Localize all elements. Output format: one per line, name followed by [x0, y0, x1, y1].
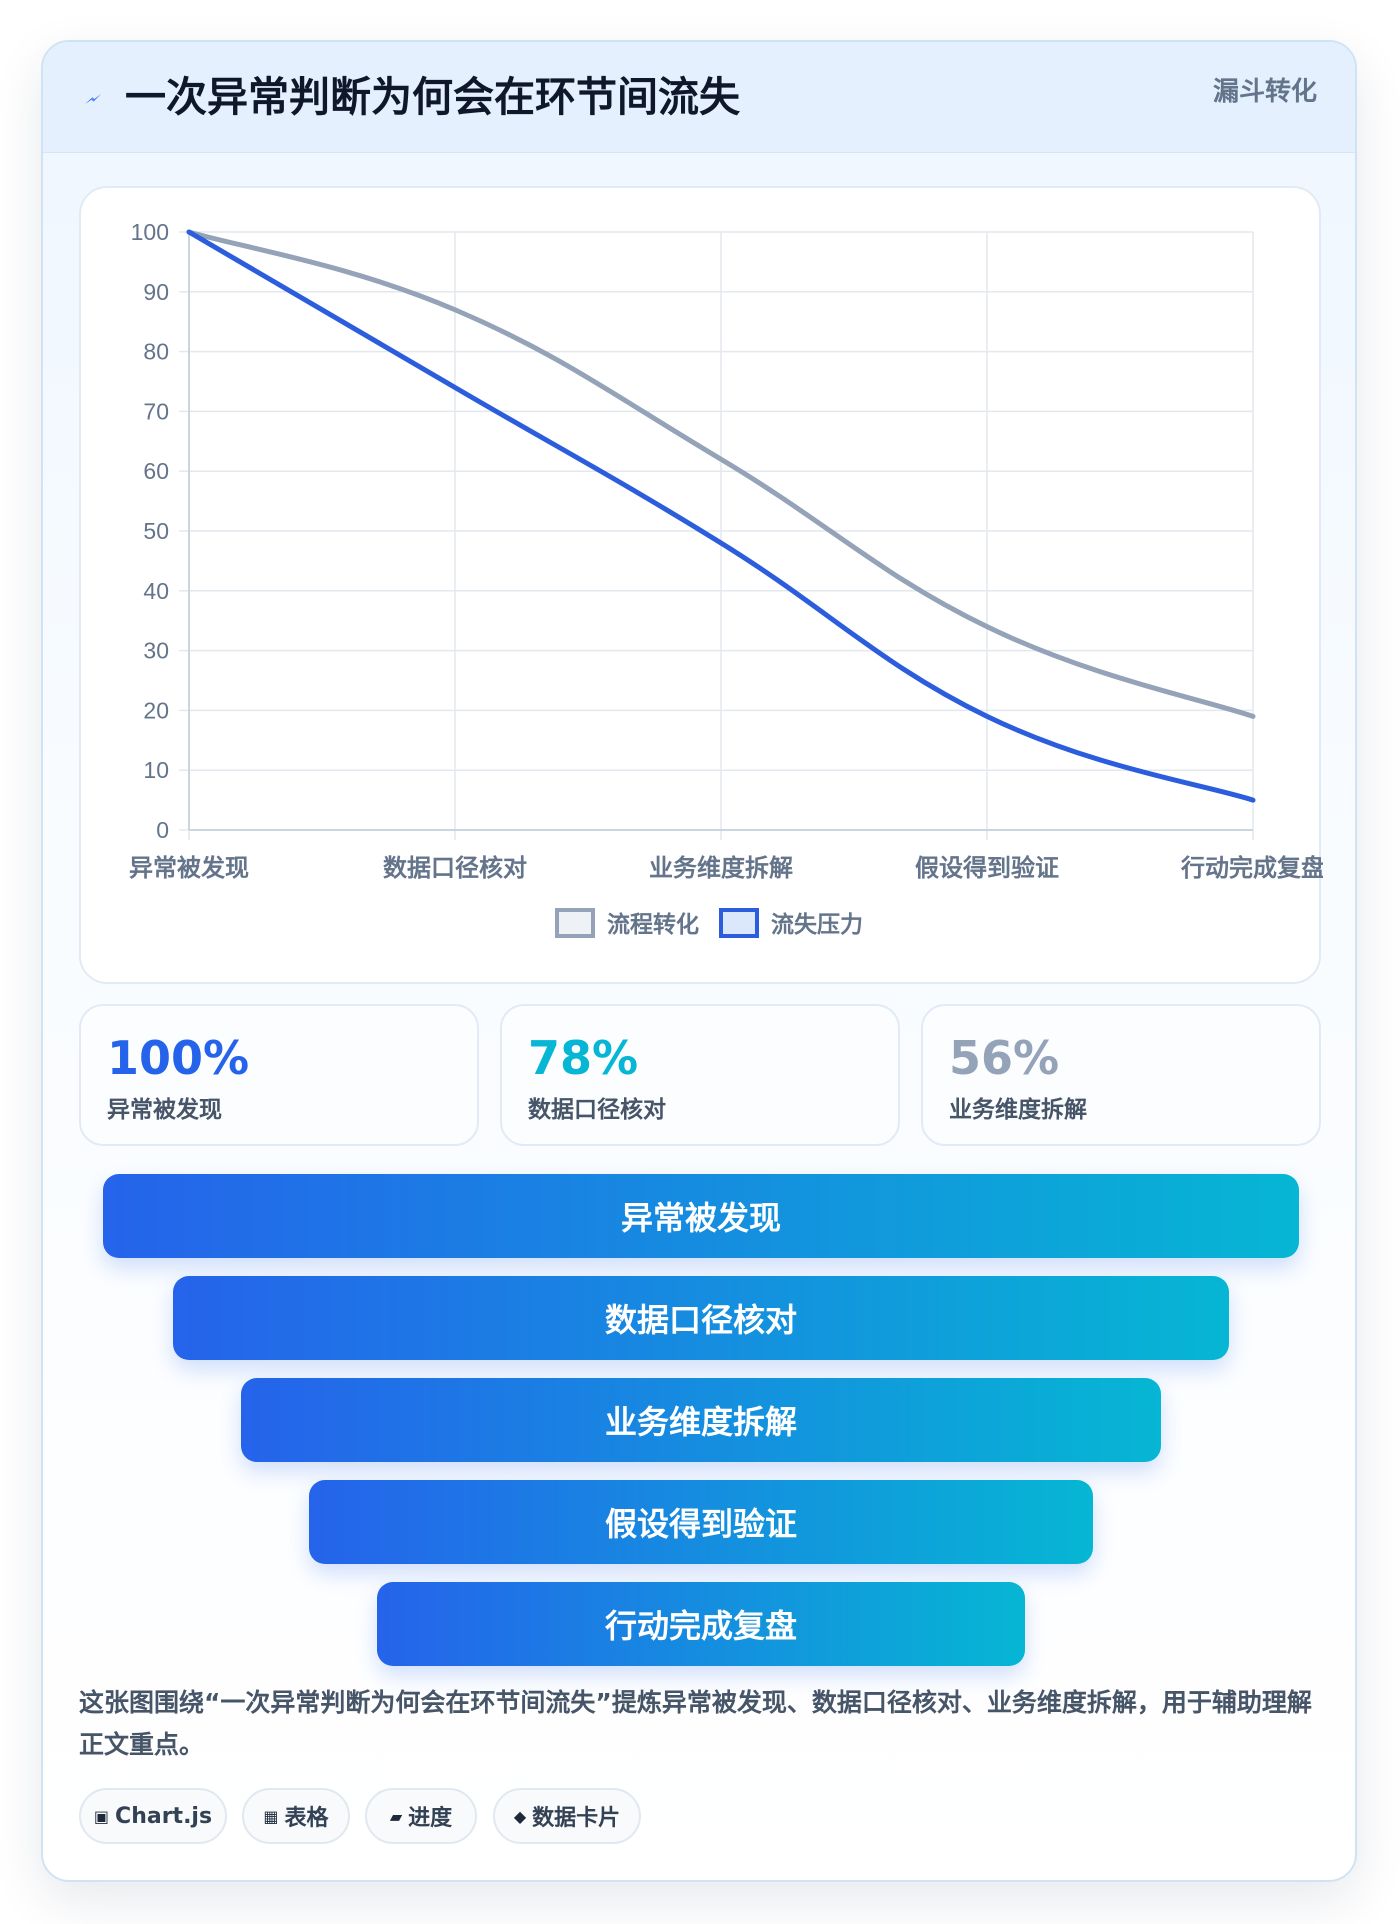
series-line-1 — [186, 229, 1256, 719]
y-tick-label: 80 — [143, 339, 169, 365]
funnel-stage: 业务维度拆解 — [241, 1378, 1161, 1462]
legend-label: 流程转化 — [607, 911, 699, 938]
chart-icon: ▣ — [93, 1806, 110, 1826]
stat-value: 56% — [949, 1031, 1060, 1085]
chip-label: 数据卡片 — [532, 1806, 621, 1831]
y-tick-label: 20 — [143, 697, 169, 723]
stat-value: 100% — [107, 1031, 250, 1085]
y-tick-label: 100 — [131, 219, 169, 245]
x-tick-label: 业务维度拆解 — [649, 854, 793, 882]
page-title: 一次异常判断为何会在环节间流失 — [125, 73, 740, 121]
series-line-2 — [186, 229, 1256, 803]
funnel-stage: 异常被发现 — [103, 1174, 1299, 1258]
legend-swatch — [555, 908, 595, 938]
chart-panel: 0 10 20 30 40 50 60 70 80 90 100 异常被发现 数据口径核对 业务维度拆解 假… — [79, 186, 1323, 984]
x-tick-label: 假设得到验证 — [915, 854, 1059, 882]
stat-label: 异常被发现 — [107, 1097, 222, 1123]
x-tick-label: 行动完成复盘 — [1180, 854, 1323, 882]
chip-label: Chart.js — [115, 1803, 213, 1829]
stat-card: 100% 异常被发现 — [79, 1004, 479, 1146]
caption: 这张图围绕“一次异常判断为何会在环节间流失”提炼异常被发现、数据口径核对、业务维… — [79, 1688, 1312, 1759]
stat-card: 56% 业务维度拆解 — [921, 1004, 1321, 1146]
lightning-icon — [85, 94, 101, 104]
stat-value: 78% — [528, 1031, 639, 1085]
progress-icon: ▰ — [389, 1806, 403, 1826]
chip-progress[interactable]: ▰ 进度 — [365, 1788, 477, 1844]
y-tick-label: 0 — [156, 817, 169, 843]
y-tick-label: 70 — [143, 398, 169, 424]
y-tick-label: 40 — [143, 578, 169, 604]
y-tick-label: 90 — [143, 279, 169, 305]
chip-label: 进度 — [408, 1806, 453, 1831]
x-tick-label: 数据口径核对 — [383, 854, 527, 882]
y-tick-label: 10 — [143, 757, 169, 783]
infographic-card: 一次异常判断为何会在环节间流失 漏斗转化 0 10 20 30 40 50 60 70 80 90… — [41, 40, 1357, 1882]
stat-cards: 100% 异常被发现 78% 数据口径核对 56% 业务维度拆解 — [79, 1004, 1321, 1148]
chip-chartjs[interactable]: ▣ Chart.js — [79, 1788, 227, 1844]
stat-card: 78% 数据口径核对 — [500, 1004, 900, 1146]
chip-label: 表格 — [284, 1806, 329, 1831]
card-header: 一次异常判断为何会在环节间流失 漏斗转化 — [43, 42, 1355, 153]
chip-table[interactable]: ▦ 表格 — [242, 1788, 350, 1844]
funnel-stage: 假设得到验证 — [309, 1480, 1093, 1564]
x-tick-label: 异常被发现 — [129, 854, 249, 882]
y-tick-label: 60 — [143, 458, 169, 484]
line-chart: 0 10 20 30 40 50 60 70 80 90 100 异常被发现 数据口径核对 业务维度拆解 假… — [129, 219, 1323, 938]
header-tag: 漏斗转化 — [1212, 77, 1317, 107]
y-tick-label: 50 — [143, 518, 169, 544]
diamond-icon: ◆ — [513, 1806, 527, 1826]
stat-label: 业务维度拆解 — [949, 1097, 1087, 1123]
funnel-stage: 数据口径核对 — [173, 1276, 1229, 1360]
chip-data-card[interactable]: ◆ 数据卡片 — [493, 1788, 641, 1844]
stat-label: 数据口径核对 — [528, 1097, 666, 1123]
legend-swatch — [719, 908, 759, 938]
y-tick-label: 30 — [143, 638, 169, 664]
funnel-stage: 行动完成复盘 — [377, 1582, 1025, 1666]
table-icon: ▦ — [263, 1806, 279, 1826]
legend-label: 流失压力 — [771, 911, 863, 938]
